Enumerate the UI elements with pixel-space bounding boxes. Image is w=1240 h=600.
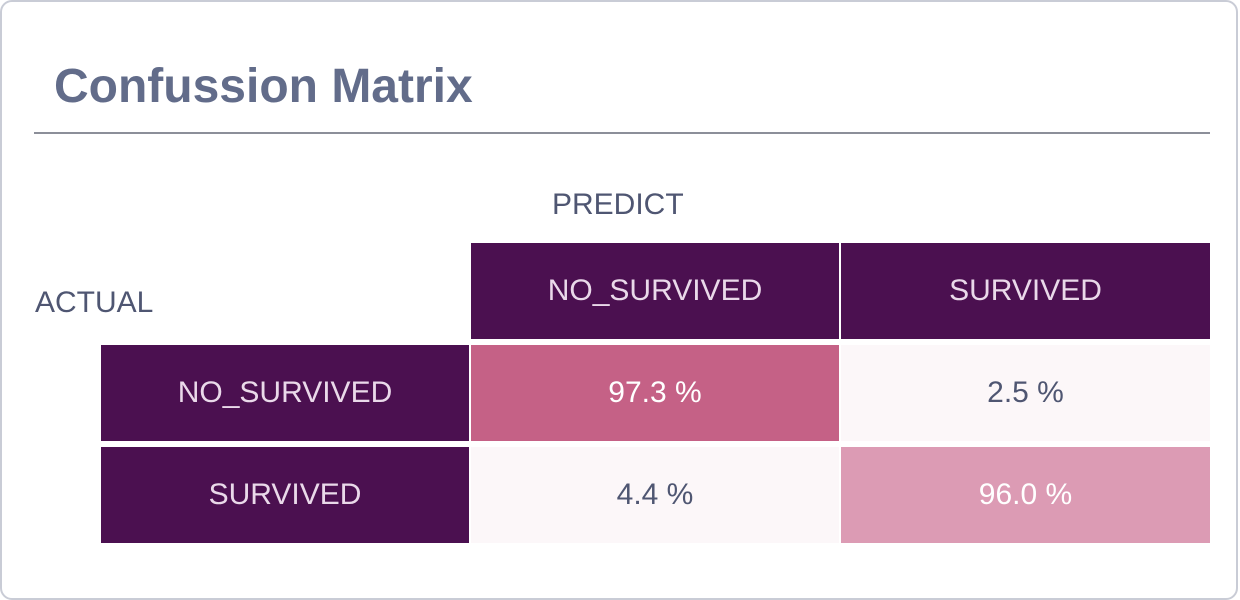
matrix-cell-no-survived-survived: 2.5 % — [841, 345, 1210, 441]
column-header-survived: SURVIVED — [841, 243, 1210, 339]
column-header-no-survived: NO_SURVIVED — [471, 243, 839, 339]
row-header-no-survived: NO_SURVIVED — [101, 345, 469, 441]
matrix-cell-survived-no-survived: 4.4 % — [471, 447, 839, 543]
matrix-cell-no-survived-no-survived: 97.3 % — [471, 345, 839, 441]
matrix-cell-survived-survived: 96.0 % — [841, 447, 1210, 543]
title-divider — [34, 132, 1210, 134]
row-header-survived: SURVIVED — [101, 447, 469, 543]
panel-title: Confussion Matrix — [54, 60, 473, 113]
actual-axis-label: ACTUAL — [35, 286, 154, 319]
predict-axis-label: PREDICT — [552, 188, 684, 221]
